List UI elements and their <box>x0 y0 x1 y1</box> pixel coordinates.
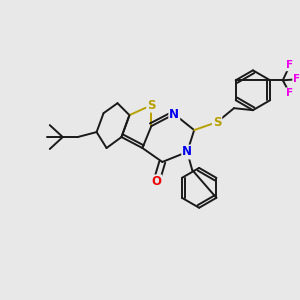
Text: S: S <box>147 99 156 112</box>
Text: N: N <box>182 146 192 158</box>
Text: N: N <box>169 108 179 121</box>
Text: S: S <box>213 116 221 129</box>
Text: F: F <box>286 60 293 70</box>
Text: O: O <box>151 176 161 188</box>
Text: F: F <box>286 88 293 98</box>
Text: F: F <box>293 74 300 84</box>
